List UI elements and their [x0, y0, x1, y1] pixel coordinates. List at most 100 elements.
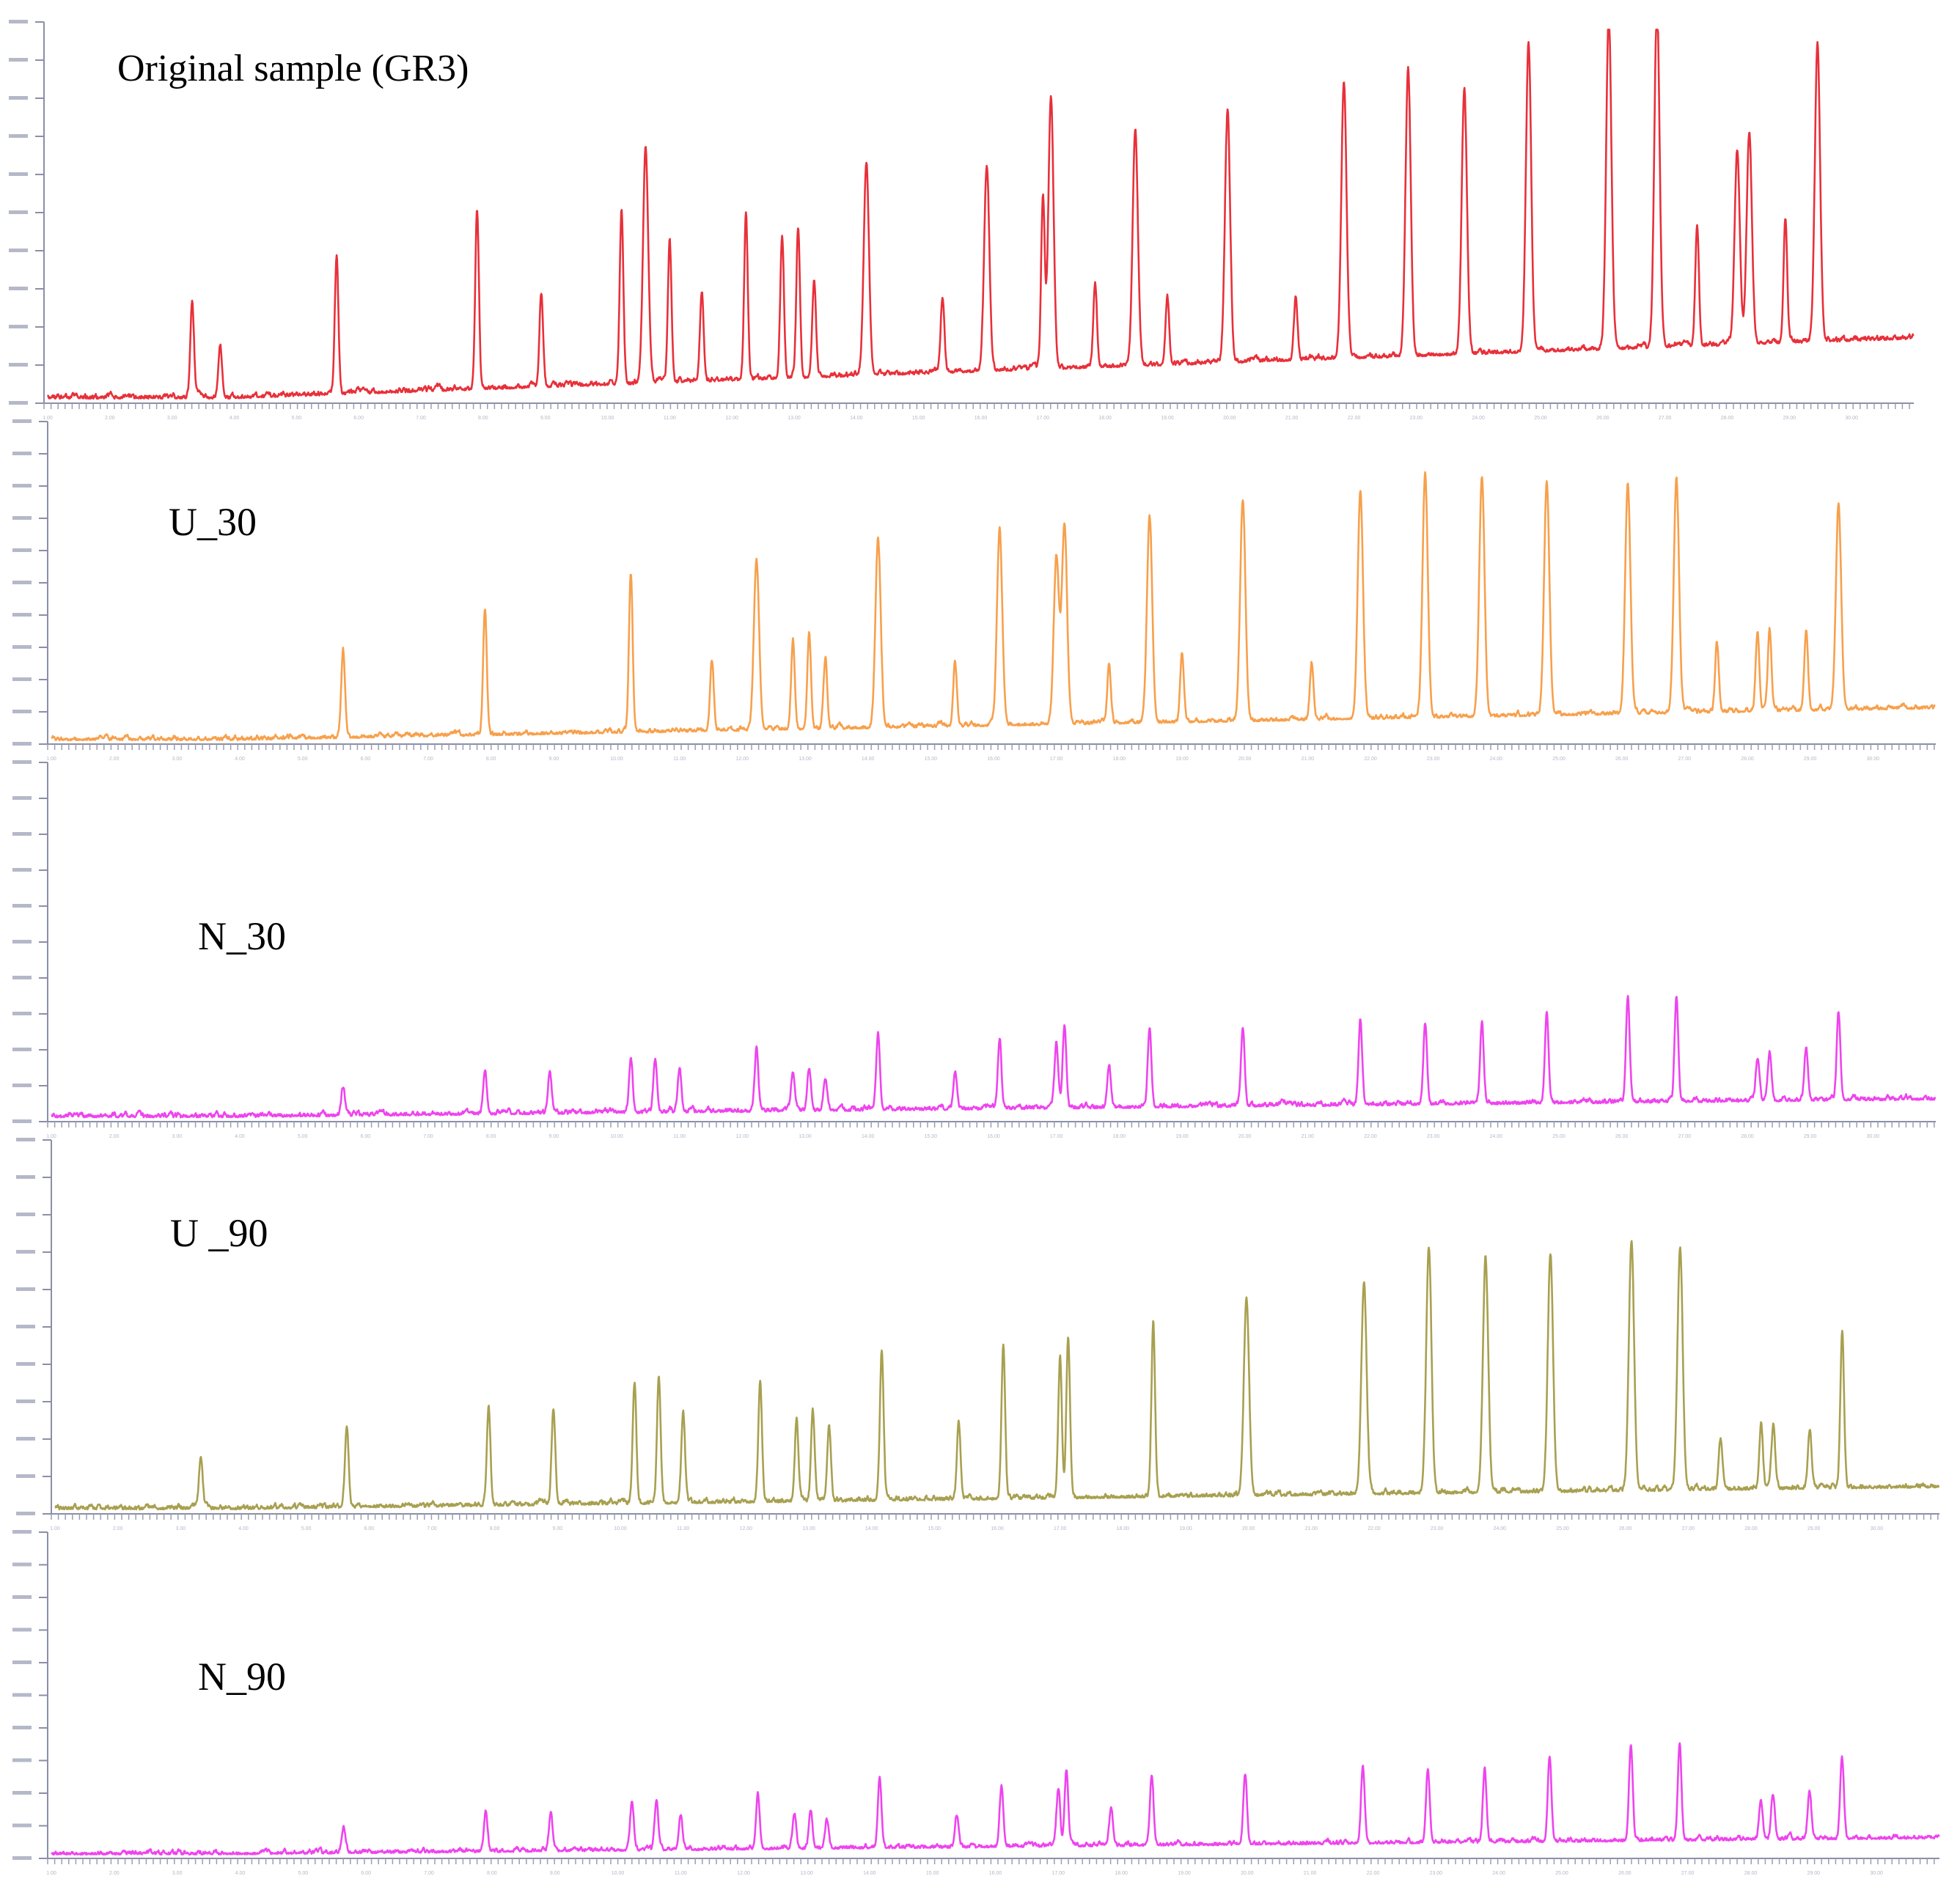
panel-label: N_30	[198, 914, 286, 958]
x-tick-label: 7.00	[427, 1526, 437, 1531]
x-tick-label: 16.00	[989, 1871, 1002, 1876]
x-tick-label: 19.00	[1175, 757, 1189, 762]
x-tick-label: 18.00	[1117, 1526, 1130, 1531]
x-tick-label: 8.00	[486, 1134, 496, 1139]
x-tick-label: 23.00	[1430, 1871, 1443, 1876]
y-tick-label	[9, 325, 28, 328]
x-tick-label: 12.00	[736, 757, 749, 762]
x-tick-label: 1.00	[46, 757, 56, 762]
x-tick-label: 26.00	[1615, 757, 1629, 762]
x-tick-label: 3.00	[172, 1134, 183, 1139]
x-tick-label: 18.00	[1115, 1871, 1128, 1876]
chromatogram-trace	[54, 1240, 1940, 1511]
x-tick-label: 12.00	[740, 1526, 753, 1531]
x-tick-label: 2.00	[113, 1526, 123, 1531]
x-tick-label: 17.00	[1052, 1871, 1065, 1876]
x-tick-label: 29.00	[1804, 757, 1817, 762]
x-tick-label: 3.00	[172, 1871, 183, 1876]
y-tick-label	[12, 1012, 32, 1015]
x-tick-label: 13.00	[802, 1526, 815, 1531]
x-tick-label: 10.00	[601, 416, 614, 421]
x-tick-label: 12.00	[725, 416, 738, 421]
panel-label: U _90	[170, 1211, 268, 1255]
x-tick-label: 30.00	[1870, 1871, 1883, 1876]
x-tick-label: 29.00	[1783, 416, 1796, 421]
x-tick-label: 11.00	[675, 1871, 687, 1876]
x-tick-label: 26.00	[1596, 416, 1610, 421]
x-tick-label: 5.00	[292, 416, 302, 421]
y-tick-label	[16, 1399, 35, 1403]
x-tick-label: 25.00	[1555, 1871, 1568, 1876]
x-tick-label: 1.00	[46, 1134, 56, 1139]
x-tick-label: 19.00	[1179, 1526, 1192, 1531]
x-tick-label: 1.00	[50, 1526, 60, 1531]
y-tick-label	[16, 1287, 35, 1291]
x-tick-label: 28.00	[1741, 757, 1754, 762]
y-tick-label	[12, 976, 32, 979]
y-tick-label	[12, 796, 32, 800]
x-tick-label: 24.00	[1490, 1134, 1503, 1139]
x-tick-label: 5.00	[298, 757, 308, 762]
x-tick-label: 6.00	[361, 1871, 371, 1876]
x-tick-label: 21.00	[1305, 1526, 1318, 1531]
chromatogram-trace	[51, 471, 1936, 742]
y-tick-label	[12, 419, 32, 423]
y-tick-label	[12, 760, 32, 764]
y-tick-label	[12, 1791, 32, 1795]
x-tick-label: 25.00	[1534, 416, 1547, 421]
x-tick-label: 23.00	[1410, 416, 1423, 421]
x-tick-label: 28.00	[1721, 416, 1734, 421]
y-tick-label	[12, 548, 32, 552]
x-tick-label: 10.00	[612, 1871, 625, 1876]
x-tick-label: 21.00	[1302, 1134, 1315, 1139]
x-tick-label: 10.00	[614, 1526, 627, 1531]
y-tick-label	[12, 1758, 32, 1762]
x-tick-label: 6.00	[364, 1526, 375, 1531]
x-tick-label: 8.00	[486, 757, 496, 762]
x-tick-label: 10.00	[610, 1134, 623, 1139]
y-tick-label	[12, 868, 32, 872]
x-tick-label: 11.00	[673, 757, 686, 762]
y-tick-label	[12, 1693, 32, 1697]
x-tick-label: 12.00	[736, 1134, 749, 1139]
x-tick-label: 2.00	[105, 416, 115, 421]
x-tick-label: 1.00	[43, 416, 53, 421]
x-tick-label: 15.00	[928, 1526, 942, 1531]
x-tick-label: 9.00	[553, 1526, 563, 1531]
x-tick-label: 18.00	[1113, 1134, 1126, 1139]
x-tick-label: 7.00	[423, 757, 433, 762]
y-tick-label	[16, 1512, 35, 1515]
y-tick-label	[16, 1213, 35, 1216]
y-tick-label	[9, 363, 28, 367]
x-tick-label: 20.00	[1241, 1871, 1254, 1876]
x-tick-label: 10.00	[610, 757, 623, 762]
y-tick-label	[12, 484, 32, 488]
x-tick-label: 4.00	[235, 1134, 245, 1139]
y-tick-label	[16, 1325, 35, 1328]
x-tick-label: 3.00	[172, 757, 183, 762]
x-tick-label: 29.00	[1804, 1134, 1817, 1139]
y-tick-label	[9, 287, 28, 290]
x-tick-label: 29.00	[1807, 1871, 1821, 1876]
y-tick-label	[16, 1362, 35, 1366]
chromatogram-panel: 1.00 2.00 3.00 4.00 5.00 6.00 7.00 8.00 9.00 10.0…	[16, 1138, 1940, 1531]
y-tick-label	[9, 249, 28, 252]
x-tick-label: 24.00	[1492, 1871, 1505, 1876]
x-tick-label: 4.00	[238, 1526, 249, 1531]
x-tick-label: 23.00	[1427, 1134, 1440, 1139]
x-tick-label: 25.00	[1552, 1134, 1566, 1139]
x-tick-label: 15.00	[912, 416, 925, 421]
x-tick-label: 9.00	[549, 1134, 559, 1139]
y-tick-label	[12, 1048, 32, 1051]
y-tick-label	[9, 401, 28, 405]
x-tick-label: 8.00	[478, 416, 488, 421]
x-tick-label: 14.00	[863, 1871, 876, 1876]
y-tick-label	[16, 1175, 35, 1179]
x-tick-label: 17.00	[1037, 416, 1050, 421]
y-tick-label	[9, 172, 28, 176]
x-tick-label: 24.00	[1472, 416, 1485, 421]
chromatogram-panel: 1.00 2.00 3.00 4.00 5.00 6.00 7.00 8.00 9.00 10.0…	[9, 20, 1915, 421]
y-tick-label	[16, 1138, 35, 1141]
x-tick-label: 28.00	[1741, 1134, 1754, 1139]
x-tick-label: 27.00	[1678, 1134, 1692, 1139]
